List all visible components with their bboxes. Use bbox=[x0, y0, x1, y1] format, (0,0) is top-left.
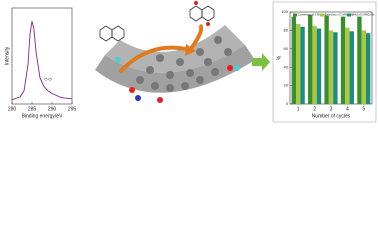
bar bbox=[308, 14, 313, 104]
y-tick-label: 100 bbox=[281, 9, 288, 14]
legend-swatch bbox=[347, 13, 351, 17]
bar bbox=[345, 27, 350, 104]
x-tick-label: 4 bbox=[346, 106, 349, 112]
x-axis-label: Binding energy/eV bbox=[22, 113, 64, 119]
x-tick-label: 285 bbox=[28, 106, 37, 112]
y-axis-label: Intensity bbox=[4, 46, 10, 65]
bar bbox=[316, 28, 322, 105]
bar bbox=[361, 30, 366, 104]
legend-label: Conversion of 2-MN (%) bbox=[298, 13, 326, 17]
bar bbox=[324, 15, 329, 104]
x-tick-label: 280 bbox=[8, 106, 17, 112]
x-tick-label: 290 bbox=[48, 106, 57, 112]
legend-swatch bbox=[320, 13, 324, 17]
legend-label: Selectivity of 2-MNQ (%) bbox=[325, 13, 354, 17]
illustration bbox=[95, 1, 270, 103]
spectrum-line bbox=[11, 20, 73, 101]
x-tick-label: 5 bbox=[362, 106, 365, 112]
x-tick-label: 1 bbox=[297, 106, 300, 112]
bar bbox=[291, 16, 297, 105]
plot-frame bbox=[11, 7, 73, 105]
bar bbox=[365, 33, 371, 104]
y-tick-label: 0 bbox=[286, 101, 289, 106]
x-tick-label: 2 bbox=[313, 106, 316, 112]
y-tick-label: 80 bbox=[284, 27, 289, 32]
y-tick-label: 20 bbox=[284, 83, 289, 88]
bar bbox=[328, 30, 334, 104]
bar bbox=[357, 16, 362, 105]
x-axis-label: Number of cycles bbox=[312, 113, 351, 119]
bar bbox=[312, 25, 317, 104]
annotation: C-O bbox=[44, 77, 51, 82]
y-tick-label: 40 bbox=[284, 64, 289, 69]
x-tick-label: 295 bbox=[68, 106, 77, 112]
bar bbox=[296, 23, 301, 104]
chart-frame bbox=[272, 1, 377, 123]
bar bbox=[300, 26, 305, 104]
bar bbox=[333, 32, 338, 104]
bar bbox=[349, 31, 354, 104]
y-tick-label: 60 bbox=[284, 46, 289, 51]
legend-label: Yield of 2-MNQ (%) bbox=[352, 13, 375, 17]
x-tick-label: 3 bbox=[330, 106, 333, 112]
legend-swatch bbox=[293, 13, 297, 17]
y-axis-label: % bbox=[276, 55, 282, 60]
bar bbox=[340, 16, 346, 105]
